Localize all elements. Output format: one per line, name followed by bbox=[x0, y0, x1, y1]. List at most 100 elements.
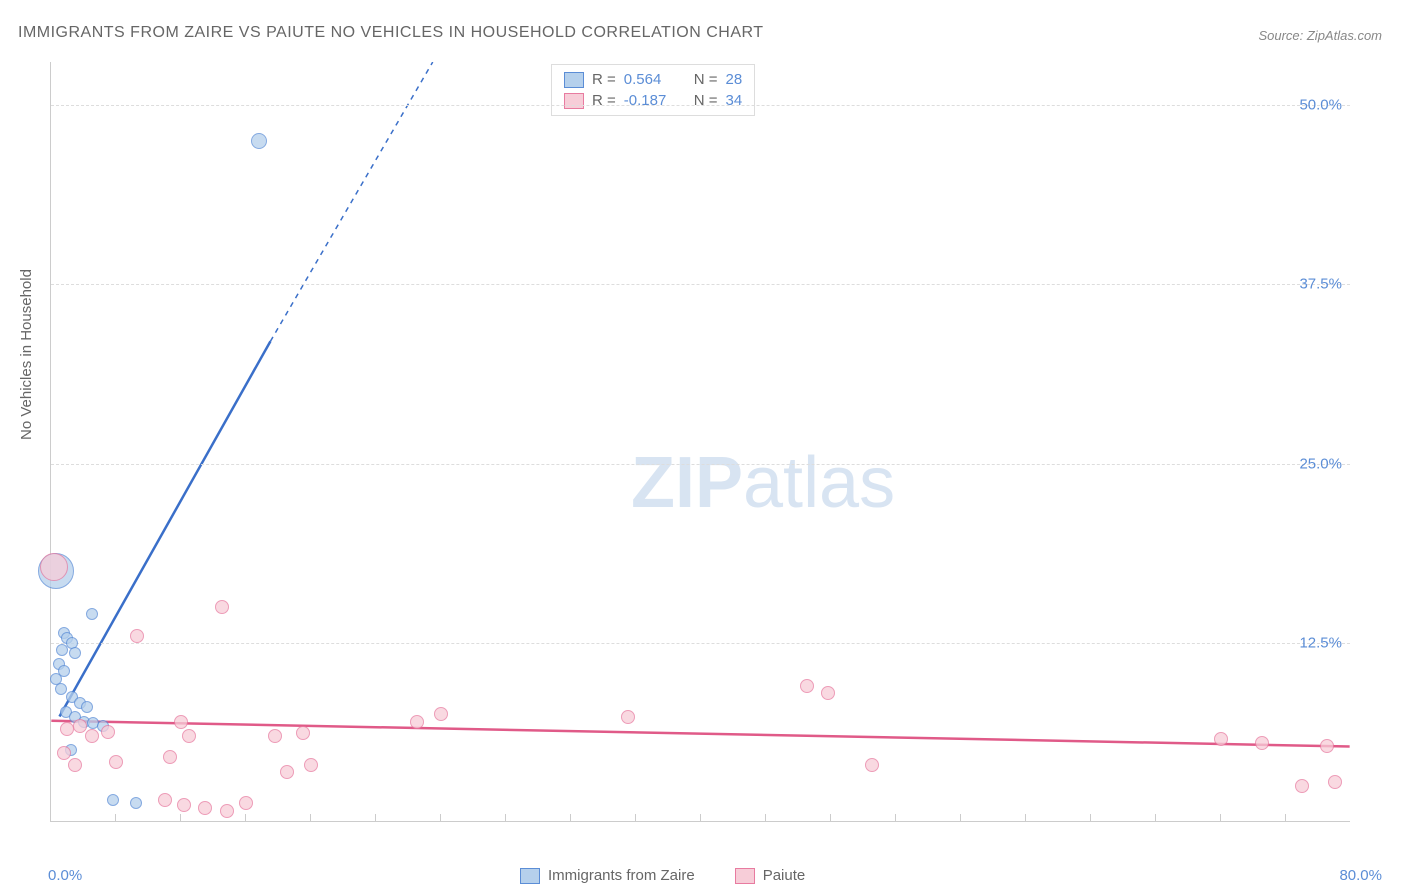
data-point bbox=[268, 729, 282, 743]
data-point bbox=[296, 726, 310, 740]
x-tick-mark bbox=[765, 814, 766, 822]
y-tick-label: 37.5% bbox=[1299, 276, 1342, 293]
trend-line-extrapolated bbox=[270, 62, 432, 341]
gridline bbox=[51, 105, 1350, 106]
legend-r-value: 0.564 bbox=[624, 71, 674, 88]
data-point bbox=[101, 725, 115, 739]
data-point bbox=[304, 758, 318, 772]
x-tick-mark bbox=[440, 814, 441, 822]
legend-swatch bbox=[520, 868, 540, 884]
series-legend: Immigrants from Zaire Paiute bbox=[520, 867, 805, 884]
data-point bbox=[55, 683, 67, 695]
chart-title: IMMIGRANTS FROM ZAIRE VS PAIUTE NO VEHIC… bbox=[18, 24, 764, 42]
data-point bbox=[130, 797, 142, 809]
x-tick-mark bbox=[1285, 814, 1286, 822]
legend-correlation-row: R = -0.187 N = 34 bbox=[564, 90, 742, 111]
data-point bbox=[85, 729, 99, 743]
legend-r-value: -0.187 bbox=[624, 92, 674, 109]
data-point bbox=[107, 794, 119, 806]
legend-series-item: Paiute bbox=[735, 867, 806, 884]
data-point bbox=[1295, 779, 1309, 793]
data-point bbox=[1255, 736, 1269, 750]
plot-area: ZIPatlas R = 0.564 N = 28 R = -0.187 N = 34 12.… bbox=[50, 62, 1350, 822]
data-point bbox=[865, 758, 879, 772]
legend-n-label: N = bbox=[694, 71, 718, 88]
data-point bbox=[621, 710, 635, 724]
x-tick-mark bbox=[245, 814, 246, 822]
data-point bbox=[434, 707, 448, 721]
data-point bbox=[177, 798, 191, 812]
trend-lines-layer bbox=[51, 62, 1350, 821]
x-axis-min-label: 0.0% bbox=[48, 867, 82, 884]
gridline bbox=[51, 464, 1350, 465]
legend-n-label: N = bbox=[694, 92, 718, 109]
data-point bbox=[280, 765, 294, 779]
trend-line bbox=[59, 341, 270, 716]
x-axis-max-label: 80.0% bbox=[1339, 867, 1382, 884]
legend-r-label: R = bbox=[592, 92, 616, 109]
correlation-legend: R = 0.564 N = 28 R = -0.187 N = 34 bbox=[551, 64, 755, 116]
data-point bbox=[40, 553, 68, 581]
watermark: ZIPatlas bbox=[631, 442, 895, 524]
data-point bbox=[1214, 732, 1228, 746]
data-point bbox=[68, 758, 82, 772]
watermark-light: atlas bbox=[743, 443, 895, 523]
legend-swatch bbox=[735, 868, 755, 884]
data-point bbox=[57, 746, 71, 760]
x-tick-mark bbox=[505, 814, 506, 822]
legend-correlation-row: R = 0.564 N = 28 bbox=[564, 69, 742, 90]
data-point bbox=[69, 647, 81, 659]
x-tick-mark bbox=[700, 814, 701, 822]
data-point bbox=[821, 686, 835, 700]
x-tick-mark bbox=[1090, 814, 1091, 822]
x-tick-mark bbox=[375, 814, 376, 822]
gridline bbox=[51, 643, 1350, 644]
data-point bbox=[220, 804, 234, 818]
data-point bbox=[60, 722, 74, 736]
x-tick-mark bbox=[310, 814, 311, 822]
y-tick-label: 12.5% bbox=[1299, 634, 1342, 651]
x-tick-mark bbox=[180, 814, 181, 822]
x-tick-mark bbox=[895, 814, 896, 822]
legend-swatch bbox=[564, 93, 584, 109]
data-point bbox=[182, 729, 196, 743]
data-point bbox=[1320, 739, 1334, 753]
x-tick-mark bbox=[830, 814, 831, 822]
data-point bbox=[800, 679, 814, 693]
x-tick-mark bbox=[570, 814, 571, 822]
x-tick-mark bbox=[115, 814, 116, 822]
data-point bbox=[56, 644, 68, 656]
watermark-bold: ZIP bbox=[631, 443, 743, 523]
y-tick-label: 25.0% bbox=[1299, 455, 1342, 472]
data-point bbox=[163, 750, 177, 764]
source-attribution: Source: ZipAtlas.com bbox=[1258, 28, 1382, 43]
legend-n-value: 28 bbox=[726, 71, 743, 88]
data-point bbox=[130, 629, 144, 643]
data-point bbox=[215, 600, 229, 614]
x-tick-mark bbox=[960, 814, 961, 822]
data-point bbox=[174, 715, 188, 729]
x-tick-mark bbox=[1155, 814, 1156, 822]
legend-swatch bbox=[564, 72, 584, 88]
data-point bbox=[109, 755, 123, 769]
data-point bbox=[251, 133, 267, 149]
data-point bbox=[86, 608, 98, 620]
x-tick-mark bbox=[635, 814, 636, 822]
data-point bbox=[410, 715, 424, 729]
data-point bbox=[198, 801, 212, 815]
data-point bbox=[81, 701, 93, 713]
data-point bbox=[239, 796, 253, 810]
y-axis-label: No Vehicles in Household bbox=[18, 269, 35, 440]
data-point bbox=[1328, 775, 1342, 789]
legend-n-value: 34 bbox=[726, 92, 743, 109]
trend-line bbox=[51, 721, 1349, 747]
y-tick-label: 50.0% bbox=[1299, 97, 1342, 114]
legend-r-label: R = bbox=[592, 71, 616, 88]
data-point bbox=[158, 793, 172, 807]
legend-series-label: Immigrants from Zaire bbox=[548, 867, 695, 884]
legend-series-item: Immigrants from Zaire bbox=[520, 867, 695, 884]
x-tick-mark bbox=[1220, 814, 1221, 822]
gridline bbox=[51, 284, 1350, 285]
x-tick-mark bbox=[1025, 814, 1026, 822]
data-point bbox=[73, 719, 87, 733]
